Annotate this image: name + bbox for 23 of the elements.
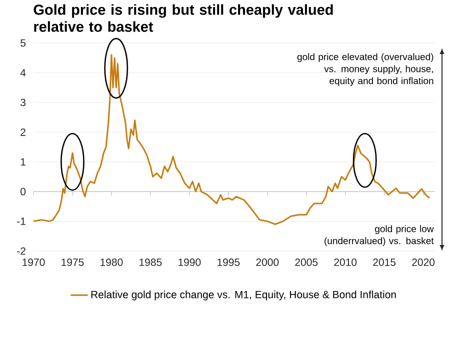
- x-tick-label: 2020: [412, 258, 435, 266]
- x-tick-label: 2015: [373, 258, 396, 266]
- y-tick-label: -2: [17, 247, 26, 255]
- y-tick-label: 0: [20, 188, 26, 196]
- y-tick-label: 2: [20, 128, 26, 136]
- x-tick-label: 2000: [256, 258, 279, 266]
- y-tick-label: 5: [20, 39, 26, 47]
- y-tick-label: 3: [20, 98, 26, 106]
- x-tick-label: 1970: [22, 258, 45, 266]
- x-tick-label: 1990: [178, 258, 201, 266]
- x-tick-label: 2010: [334, 258, 357, 266]
- y-tick-label: 4: [20, 69, 26, 76]
- x-tick-label: 1985: [140, 258, 162, 266]
- y-tick-label: -1: [17, 218, 26, 225]
- chart-title: Gold price is rising but still cheaply valued relative to basket: [34, 4, 333, 32]
- annotation: gold price low (underrvalued) vs. basket: [324, 225, 434, 246]
- x-tick-label: 1980: [100, 258, 123, 266]
- x-tick-label: 1995: [218, 258, 240, 266]
- annotation: gold price elevated (overvalued) vs. money supply, house, equity and bond inflation: [297, 53, 434, 86]
- legend-label: Relative gold price change vs. M1, Equity, House & Bond Inflation: [91, 290, 396, 300]
- x-tick-label: 2005: [295, 258, 318, 266]
- y-tick-label: 1: [20, 158, 26, 166]
- x-tick-label: 1975: [62, 258, 84, 266]
